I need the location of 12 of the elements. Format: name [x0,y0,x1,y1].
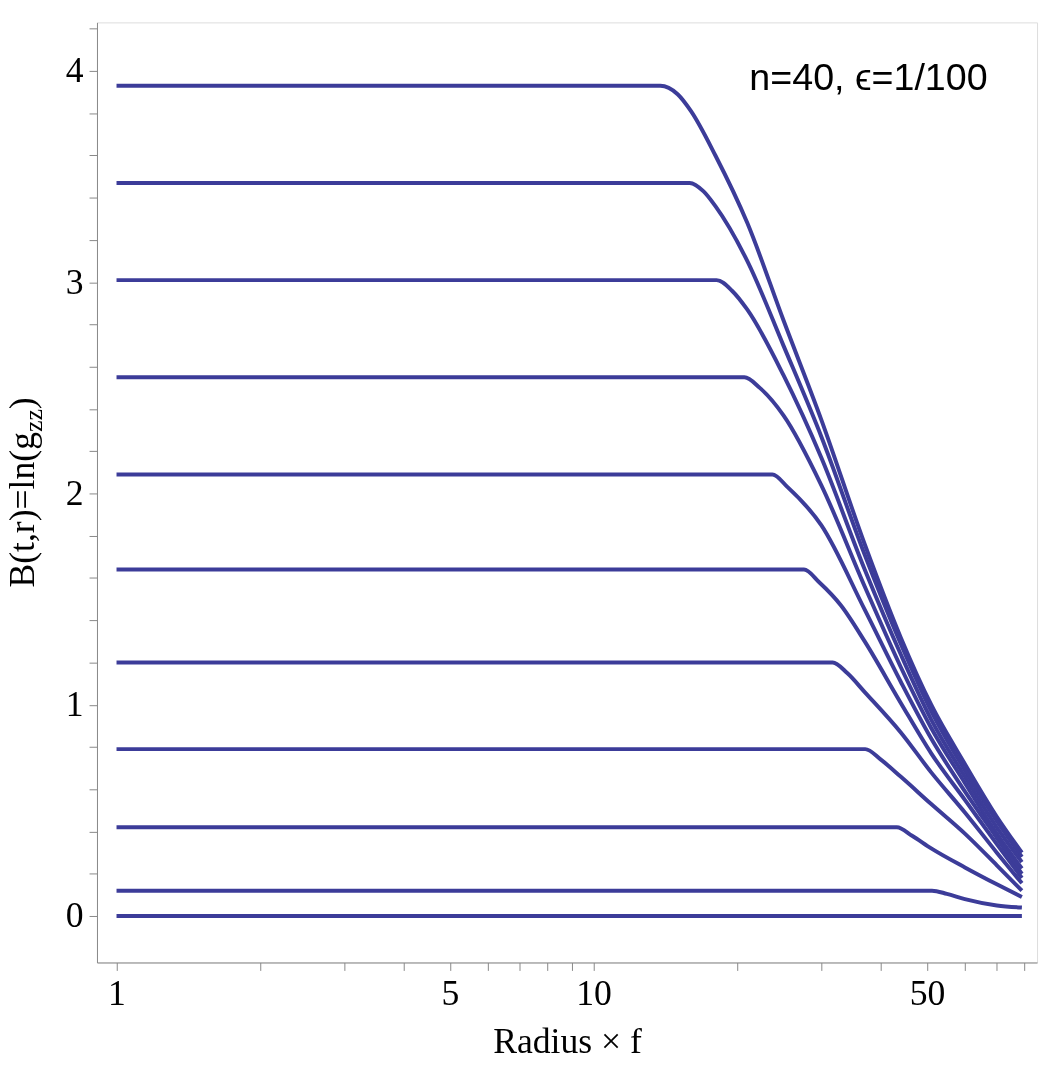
annotation: n=40, ϵ=1/100 [749,55,988,98]
y-tick-label: 1 [65,684,84,725]
y-tick-label: 3 [65,261,84,302]
y-tick-label: 2 [65,472,84,513]
x-axis-title: Radius × f [493,1021,642,1062]
y-axis-title: B(t,r)=ln(gzz) [1,397,48,588]
x-tick-label: 1 [108,972,126,1013]
x-tick-label: 50 [909,972,946,1013]
x-tick-label: 10 [576,972,612,1013]
x-tick-label: 5 [441,972,460,1013]
y-tick-label: 4 [65,50,84,91]
y-tick-label: 0 [65,895,84,936]
